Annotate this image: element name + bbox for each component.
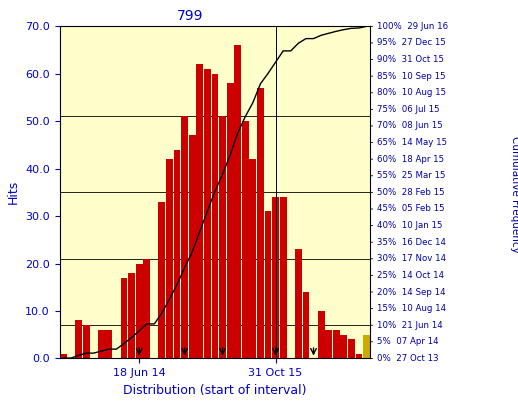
Bar	[280, 197, 286, 358]
Text: 15%  10 Aug 14: 15% 10 Aug 14	[377, 304, 446, 313]
Bar	[83, 325, 90, 358]
Bar	[98, 330, 105, 358]
Text: 95%  27 Dec 15: 95% 27 Dec 15	[377, 38, 446, 47]
Bar	[295, 249, 302, 358]
Bar	[318, 311, 324, 358]
Bar	[196, 64, 203, 358]
Bar	[325, 330, 332, 358]
Bar	[219, 117, 226, 358]
Text: 35%  16 Dec 14: 35% 16 Dec 14	[377, 238, 446, 247]
Bar	[333, 330, 340, 358]
Text: 25%  14 Oct 14: 25% 14 Oct 14	[377, 271, 444, 280]
Bar	[250, 159, 256, 358]
Bar	[136, 264, 142, 358]
Bar	[121, 278, 127, 358]
Text: 0%  27 Oct 13: 0% 27 Oct 13	[377, 354, 439, 363]
Bar	[355, 354, 363, 358]
Bar	[204, 69, 211, 358]
Text: 5%  07 Apr 14: 5% 07 Apr 14	[377, 337, 439, 346]
Text: 50%  28 Feb 15: 50% 28 Feb 15	[377, 188, 445, 197]
Text: Cumulative Frequency: Cumulative Frequency	[510, 136, 518, 253]
Bar	[75, 320, 82, 358]
Bar	[211, 74, 219, 358]
Text: 60%  18 Apr 15: 60% 18 Apr 15	[377, 155, 444, 164]
Bar	[265, 211, 271, 358]
Text: 10%  21 Jun 14: 10% 21 Jun 14	[377, 321, 443, 330]
Text: 90%  31 Oct 15: 90% 31 Oct 15	[377, 55, 444, 64]
Text: 799: 799	[177, 9, 204, 23]
Bar	[128, 273, 135, 358]
Text: 55%  25 Mar 15: 55% 25 Mar 15	[377, 171, 445, 180]
Bar	[242, 121, 249, 358]
Bar	[106, 330, 112, 358]
Text: 45%  05 Feb 15: 45% 05 Feb 15	[377, 205, 445, 213]
Y-axis label: Hits: Hits	[7, 180, 20, 205]
Bar	[60, 354, 67, 358]
Bar	[159, 202, 165, 358]
X-axis label: Distribution (start of interval): Distribution (start of interval)	[123, 384, 307, 397]
Text: 70%  08 Jun 15: 70% 08 Jun 15	[377, 122, 443, 130]
Text: 30%  17 Nov 14: 30% 17 Nov 14	[377, 254, 446, 263]
Bar	[363, 335, 370, 358]
Bar	[181, 117, 188, 358]
Text: 75%  06 Jul 15: 75% 06 Jul 15	[377, 105, 440, 114]
Bar	[272, 197, 279, 358]
Bar	[174, 150, 180, 358]
Bar	[143, 259, 150, 358]
Bar	[234, 45, 241, 358]
Bar	[227, 83, 234, 358]
Text: 85%  10 Sep 15: 85% 10 Sep 15	[377, 72, 445, 81]
Text: 40%  10 Jan 15: 40% 10 Jan 15	[377, 221, 442, 230]
Text: 80%  10 Aug 15: 80% 10 Aug 15	[377, 88, 446, 97]
Bar	[166, 159, 173, 358]
Bar	[257, 88, 264, 358]
Bar	[303, 292, 309, 358]
Bar	[340, 335, 347, 358]
Bar	[348, 339, 355, 358]
Bar	[189, 135, 196, 358]
Text: 20%  14 Sep 14: 20% 14 Sep 14	[377, 288, 445, 296]
Text: 65%  14 May 15: 65% 14 May 15	[377, 138, 447, 147]
Text: 100%  29 Jun 16: 100% 29 Jun 16	[377, 22, 448, 31]
